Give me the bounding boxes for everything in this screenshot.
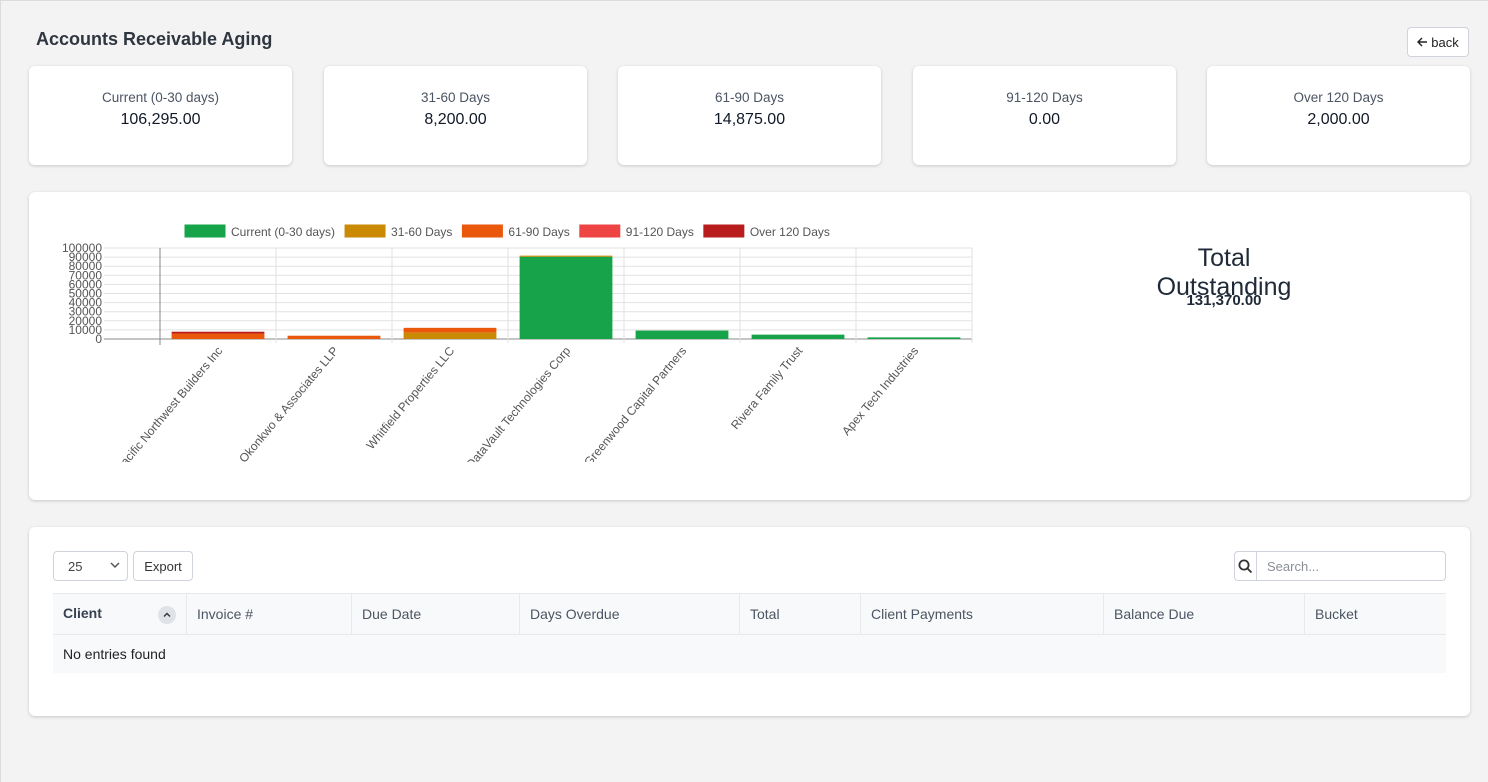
x-tick-label: Rivera Family Trust (728, 343, 806, 432)
summary-card-value: 8,200.00 (424, 111, 487, 128)
x-tick-label: Pacific Northwest Builders Inc (113, 344, 226, 475)
legend-swatch (703, 224, 745, 238)
bar-segment (171, 333, 265, 339)
summary-card-current: Current (0-30 days) 106,295.00 (29, 66, 292, 165)
total-outstanding-title: Total Outstanding (1156, 244, 1292, 301)
back-label: back (1431, 34, 1459, 50)
legend-swatch (579, 224, 621, 238)
summary-card-value: 106,295.00 (120, 111, 201, 128)
legend-swatch (461, 224, 503, 238)
column-header-invoice[interactable]: Invoice # (186, 593, 352, 635)
bar-segment (403, 327, 497, 333)
search-button[interactable] (1235, 552, 1257, 580)
y-tick-label: 40000 (69, 296, 103, 310)
column-header-bucket[interactable]: Bucket (1304, 593, 1446, 635)
x-tick-label: Greenwood Capital Partners (581, 344, 689, 469)
column-header-total[interactable]: Total (739, 593, 861, 635)
page-title: Accounts Receivable Aging (36, 29, 273, 49)
y-tick-label: 80000 (69, 259, 103, 273)
legend-label: Over 120 Days (750, 225, 830, 239)
summary-card-61-90: 61-90 Days 14,875.00 (618, 66, 881, 165)
bar-segment (519, 256, 613, 339)
legend-label: 91-120 Days (626, 225, 694, 239)
search-icon (1238, 559, 1253, 573)
chevron-down-icon (110, 562, 120, 569)
empty-message: No entries found (53, 634, 1446, 673)
invoices-table-card: 25 Export Client Invoice # Due Date Days… (29, 527, 1470, 716)
column-header-client-payments[interactable]: Client Payments (860, 593, 1104, 635)
legend-swatch (344, 224, 386, 238)
total-outstanding-value: 131,370.00 (1186, 292, 1262, 309)
summary-card-value: 14,875.00 (713, 111, 786, 128)
search-box (1234, 551, 1446, 581)
x-tick-label: Whitfield Properties LLC (363, 344, 457, 452)
summary-card-over-120: Over 120 Days 2,000.00 (1207, 66, 1470, 165)
table-header-row: Client Invoice # Due Date Days Overdue T… (53, 593, 1446, 635)
bar-segment (403, 332, 497, 339)
column-header-client[interactable]: Client (53, 593, 187, 635)
legend-label: 61-90 Days (508, 225, 569, 239)
x-tick-label: DataVault Technologies Corp (463, 344, 573, 471)
y-tick-label: 100000 (62, 241, 102, 255)
table-row: No entries found (53, 634, 1446, 673)
summary-card-91-120: 91-120 Days 0.00 (913, 66, 1176, 165)
export-button[interactable]: Export (133, 551, 193, 581)
summary-card-label: 91-120 Days (1006, 90, 1083, 105)
page-length-select[interactable]: 25 (53, 551, 128, 581)
bar-segment (519, 255, 613, 257)
x-tick-label: Okonkwo & Associates LLP (236, 344, 341, 465)
summary-card-label: Over 120 Days (1293, 90, 1384, 105)
arrow-left-icon (1417, 37, 1428, 47)
page-length-value: 25 (68, 558, 83, 574)
legend-label: Current (0-30 days) (231, 225, 335, 239)
bar-segment (635, 330, 729, 339)
aging-chart-card: 100000 90000 80000 70000 60000 50000 40000 3000… (29, 192, 1470, 500)
summary-card-value: 2,000.00 (1307, 111, 1370, 128)
y-tick-label: 50000 (69, 287, 103, 301)
legend-label: 31-60 Days (391, 225, 452, 239)
bar-segment (171, 331, 265, 334)
bar-segment (287, 335, 381, 339)
y-tick-label: 70000 (69, 268, 103, 282)
search-input[interactable] (1257, 552, 1445, 580)
column-header-days-overdue[interactable]: Days Overdue (519, 593, 740, 635)
summary-card-label: 61-90 Days (714, 90, 785, 105)
x-tick-label: Apex Tech Industries (839, 344, 921, 438)
summary-card-31-60: 31-60 Days 8,200.00 (324, 66, 587, 165)
summary-card-label: Current (0-30 days) (101, 90, 220, 105)
summary-card-value: 0.00 (1028, 111, 1061, 128)
aging-chart: 1000009000080000700006000050000400003000… (29, 224, 1029, 482)
y-tick-label: 20000 (69, 314, 103, 328)
column-header-balance-due[interactable]: Balance Due (1103, 593, 1305, 635)
y-tick-label: 90000 (69, 250, 103, 264)
y-tick-label: 10000 (69, 323, 103, 337)
legend-swatch (184, 224, 226, 238)
label-clip-mask (29, 462, 1029, 482)
summary-card-label: 31-60 Days (420, 90, 491, 105)
bar-segment (867, 337, 961, 339)
sort-ascending-icon[interactable] (158, 605, 176, 624)
y-tick-label: 0 (95, 332, 102, 346)
invoices-table: Client Invoice # Due Date Days Overdue T… (53, 593, 1446, 673)
y-tick-label: 60000 (69, 277, 103, 291)
y-tick-label: 30000 (69, 305, 103, 319)
column-header-due-date[interactable]: Due Date (351, 593, 520, 635)
back-button[interactable]: back (1407, 27, 1469, 57)
bar-segment (751, 334, 845, 339)
